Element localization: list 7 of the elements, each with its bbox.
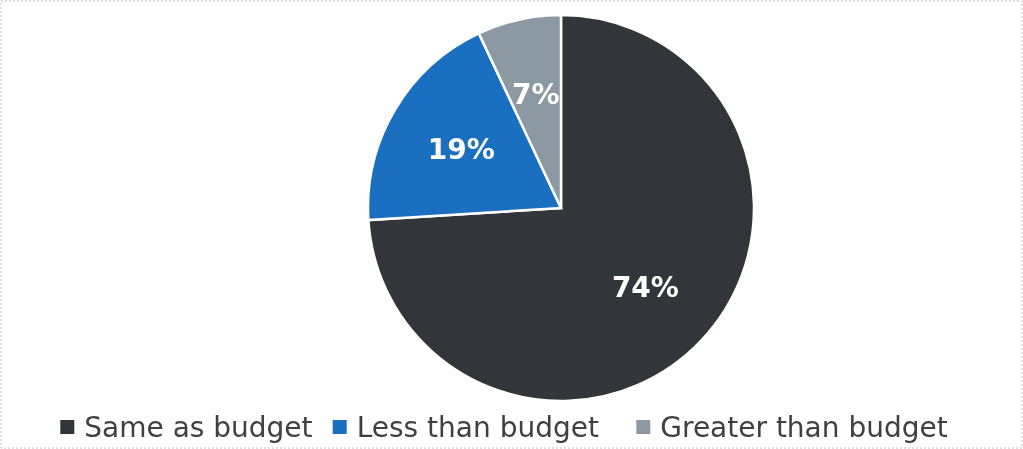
data-label: 19%	[427, 132, 495, 166]
data-label: 7%	[511, 78, 560, 112]
legend-label: Same as budget	[84, 410, 313, 444]
data-label: 74%	[611, 270, 679, 304]
legend-label: Less than budget	[356, 410, 599, 444]
legend-label: Greater than budget	[660, 410, 948, 444]
pie-slice	[367, 13, 756, 403]
